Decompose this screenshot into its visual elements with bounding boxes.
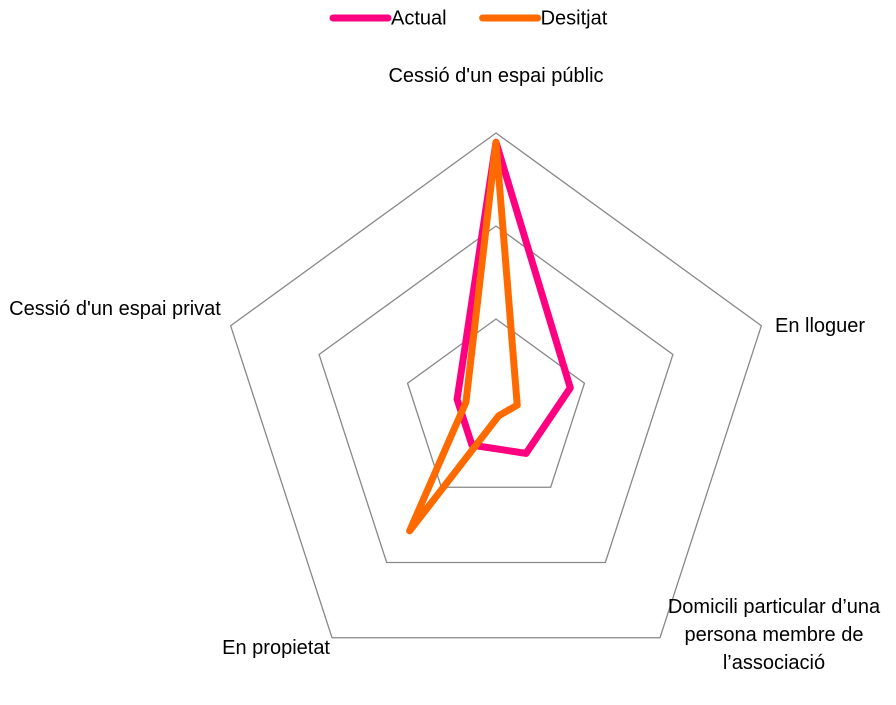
series-line [453,138,574,457]
series-line [406,138,521,535]
grid-ring [229,132,763,639]
category-label: Cessió d'un espai públic [388,65,604,87]
category-label: Cessió d'un espai privat [9,298,221,320]
category-label: En propietat [222,637,330,659]
legend-label: Desitjat [541,7,608,29]
grid-ring [318,225,674,564]
legend-label: Actual [391,7,447,29]
category-label: En lloguer [775,315,866,337]
grid-ring [406,318,586,488]
category-label: Domicili particular d’una persona membre… [667,596,881,674]
